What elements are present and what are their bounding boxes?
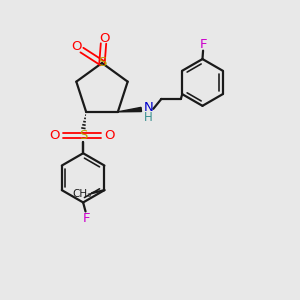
Text: O: O <box>49 129 59 142</box>
Text: H: H <box>144 111 153 124</box>
Text: F: F <box>82 212 90 224</box>
Polygon shape <box>118 107 142 112</box>
Text: O: O <box>104 129 115 142</box>
Text: S: S <box>79 129 87 142</box>
Text: CH₃: CH₃ <box>72 189 92 199</box>
Text: F: F <box>200 38 207 51</box>
Text: N: N <box>144 101 153 114</box>
Text: O: O <box>100 32 110 46</box>
Text: S: S <box>98 56 106 70</box>
Text: O: O <box>71 40 82 53</box>
